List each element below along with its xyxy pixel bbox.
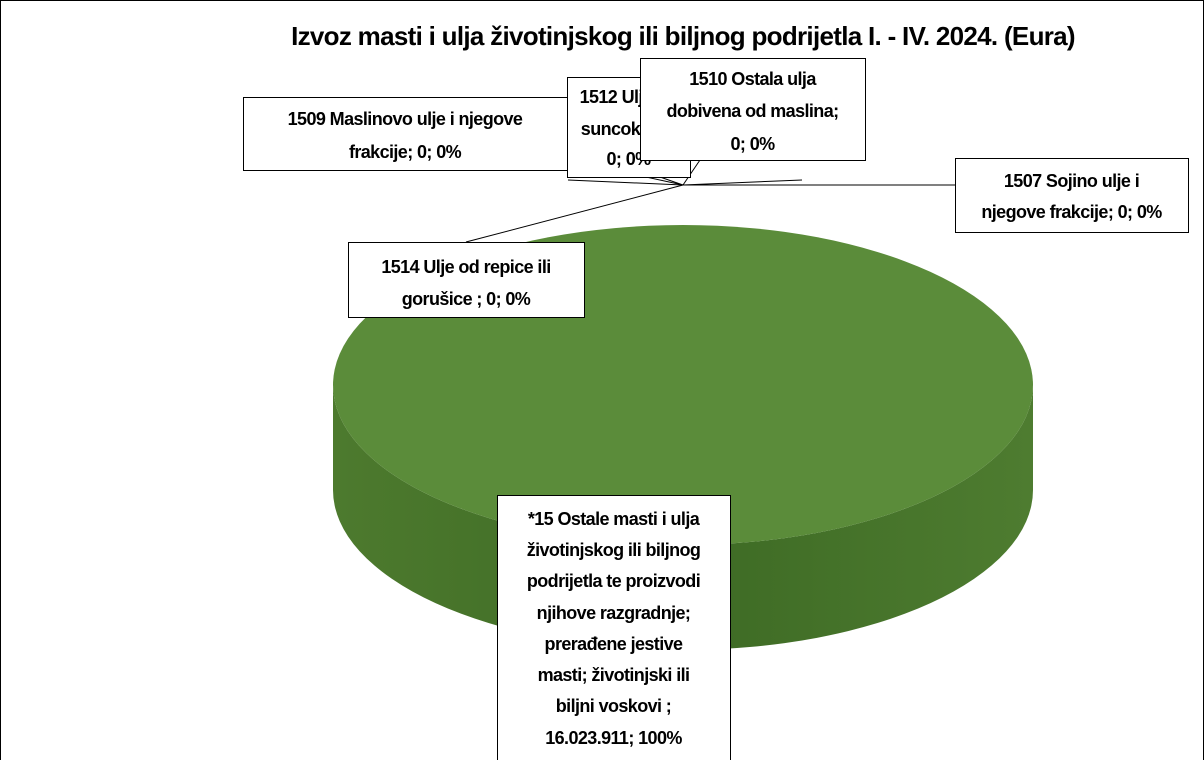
data-label-box [348,242,585,318]
data-label: dobivena od maslina; [666,101,838,121]
data-label: frakcije; 0; 0% [349,142,462,162]
data-label-box [497,495,731,760]
data-label: 1510 Ostala ulja [689,69,817,89]
data-label: masti; životinjski ili [538,665,690,685]
leader-line [465,184,684,243]
data-label: 16.023.911; 100% [545,728,682,748]
leader-line [567,179,684,186]
data-label: njegove frakcije; 0; 0% [981,202,1162,222]
data-label: 1507 Sojino ulje i [1004,171,1139,191]
data-label: *15 Ostale masti i ulja [528,509,701,529]
chart-title: Izvoz masti i ulja životinjskog ili bilj… [291,21,1075,51]
data-label-box [640,58,866,161]
data-label: prerađene jestive [545,634,683,654]
data-label: 1509 Maslinovo ulje i njegove [288,109,523,129]
data-label: 0; 0% [730,134,775,154]
leader-line [682,159,701,186]
data-label-box [243,97,568,171]
data-label: podrijetla te proizvodi [527,571,700,591]
data-label: njihove razgradnje; [537,603,691,623]
leader-line [682,179,803,186]
data-label: životinjskog ili biljnog [527,540,701,560]
data-label: biljni voskovi ; [556,696,671,716]
data-label: 1514 Ulje od repice ili [381,257,550,277]
data-label: gorušice ; 0; 0% [402,289,531,309]
data-label-box [955,158,1189,233]
